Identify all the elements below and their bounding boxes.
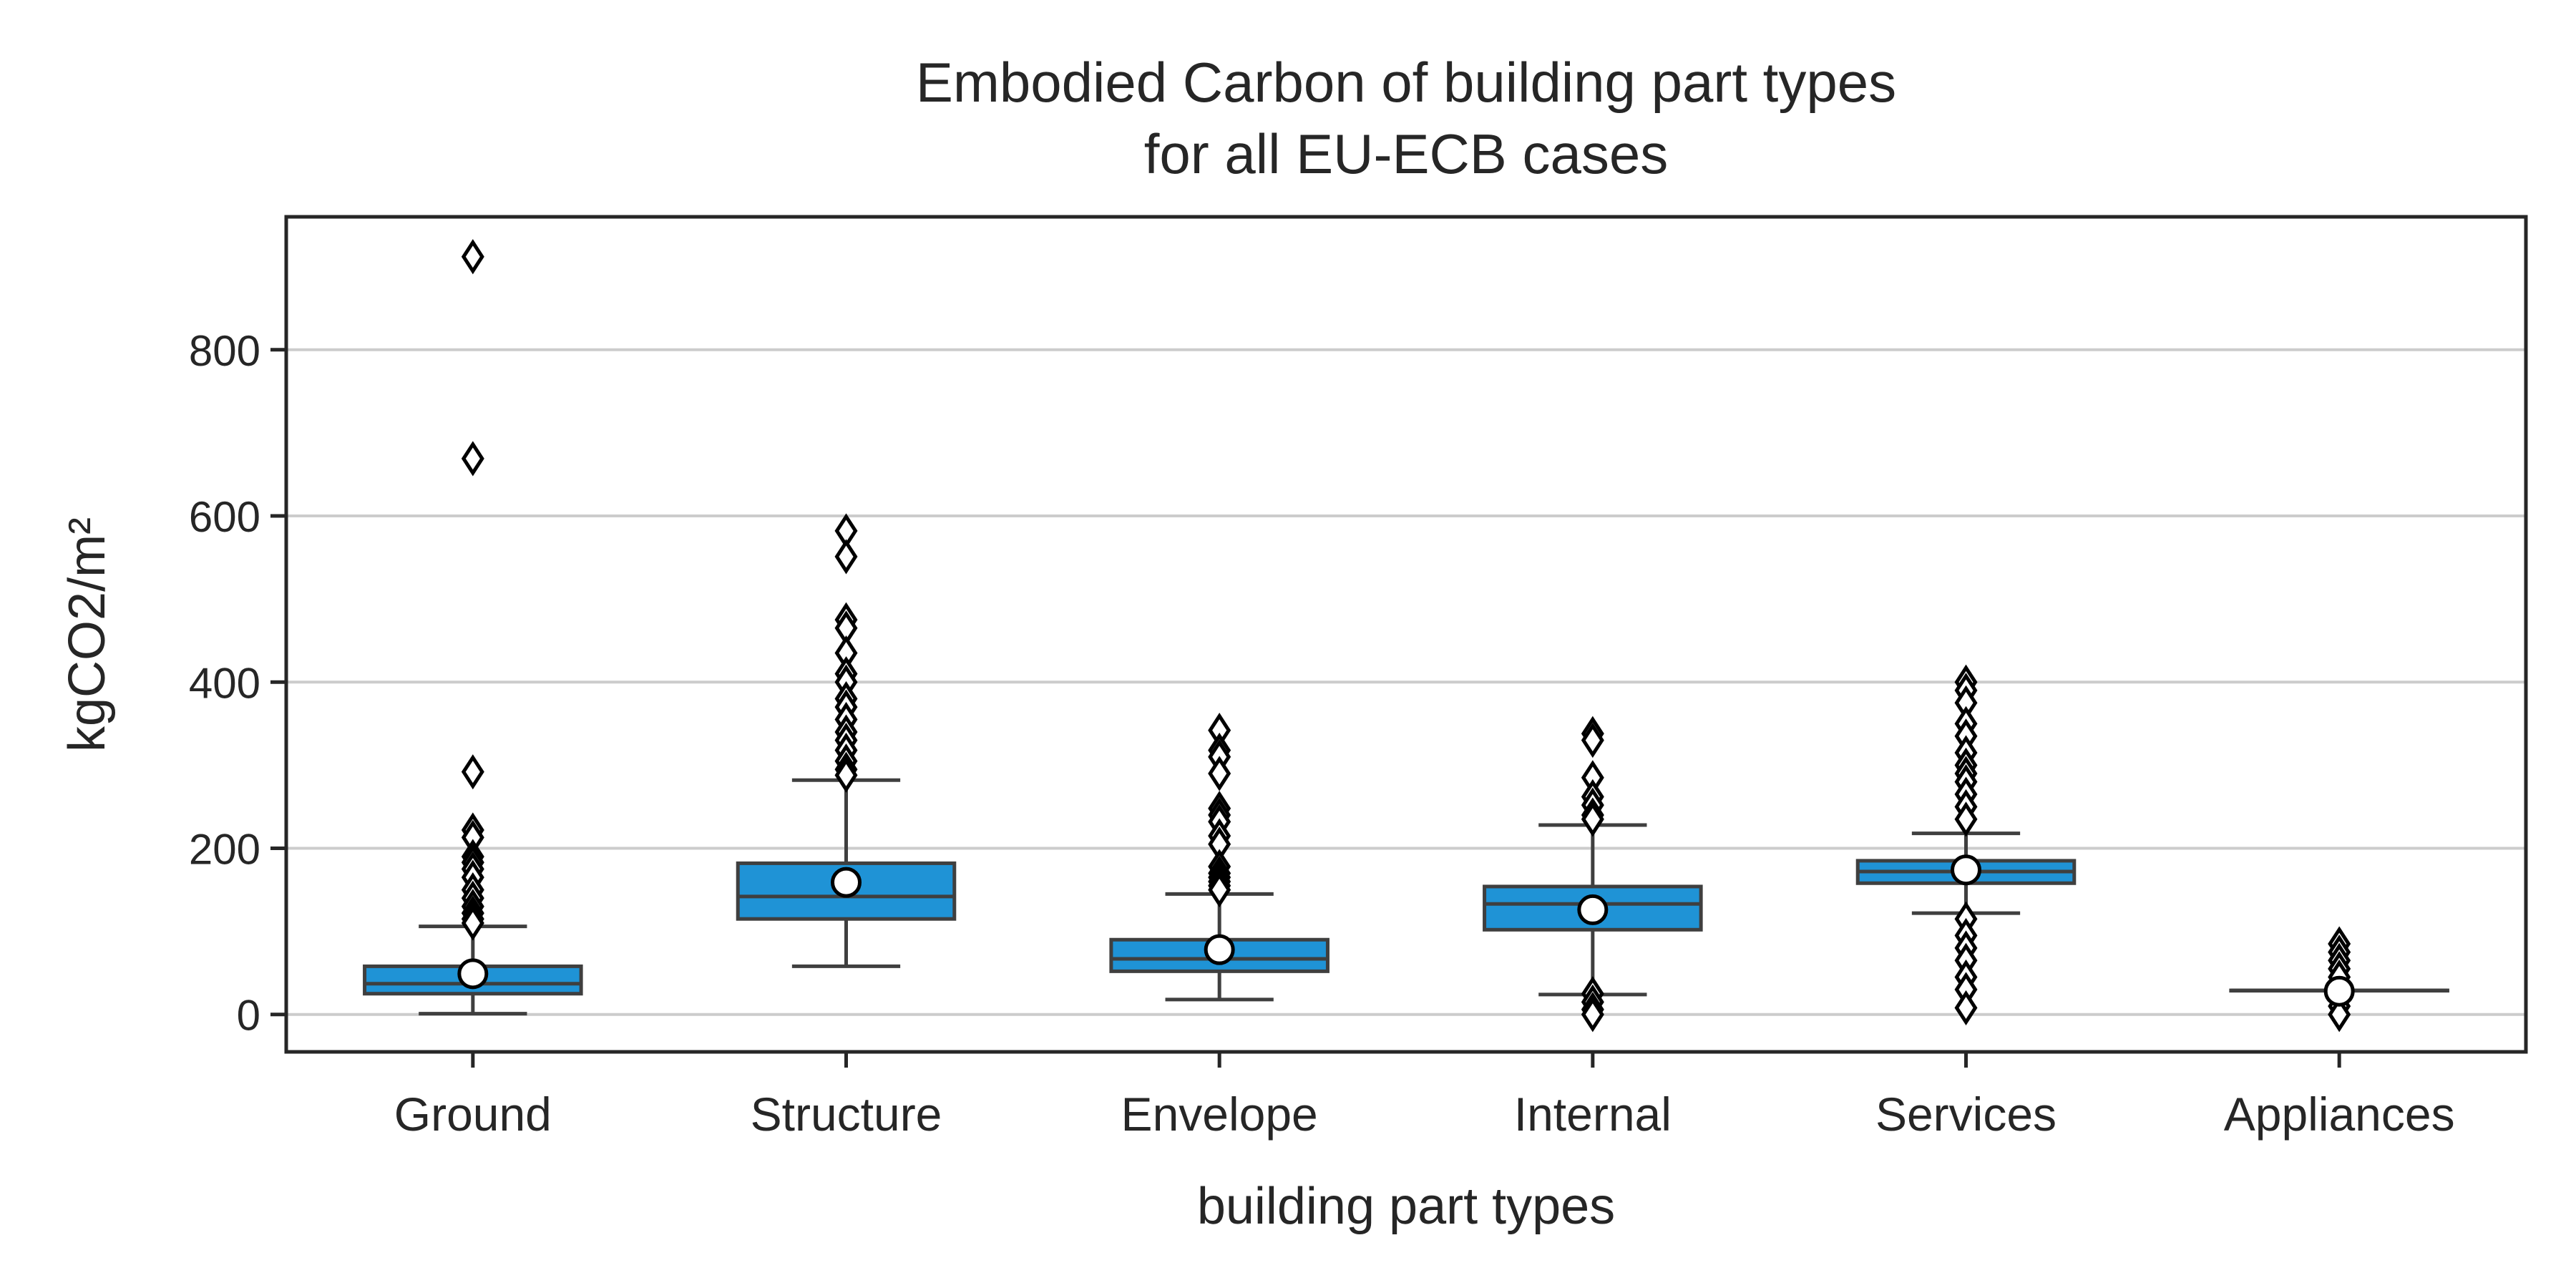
outlier-point xyxy=(1208,756,1231,791)
axis-layer: 0 200 400 600 800 Ground Structure Envelope Inte… xyxy=(189,327,2455,1141)
x-tick-label: Ground xyxy=(394,1088,552,1141)
box-layer xyxy=(363,239,2449,1033)
outlier-point xyxy=(1581,801,1604,837)
box-ground xyxy=(363,239,583,1016)
x-tick-label: Envelope xyxy=(1121,1088,1318,1141)
outlier-point xyxy=(461,754,484,790)
outlier-point xyxy=(1954,990,1978,1026)
outlier-point xyxy=(461,905,484,941)
y-tick-label: 0 xyxy=(237,992,260,1040)
plot-frame xyxy=(284,215,2528,1054)
outlier-point xyxy=(2328,997,2351,1033)
x-tick-label: Internal xyxy=(1514,1088,1672,1141)
mean-marker xyxy=(831,867,862,898)
outlier-point xyxy=(834,539,858,575)
y-tick-label: 600 xyxy=(189,493,260,541)
y-tick-label: 200 xyxy=(189,826,260,874)
x-tick-label: Services xyxy=(1875,1088,2057,1141)
x-tick-label: Appliances xyxy=(2224,1088,2455,1141)
mean-marker xyxy=(2323,975,2355,1007)
mean-marker xyxy=(1577,894,1609,925)
outlier-point xyxy=(1954,801,1978,837)
outlier-point xyxy=(834,757,858,793)
mean-marker xyxy=(457,958,489,990)
mean-marker xyxy=(1951,854,1981,886)
outlier-point xyxy=(1208,872,1231,908)
chart-subtitle: for all EU-ECB cases xyxy=(1144,122,1669,185)
outlier-point xyxy=(461,239,484,275)
box-structure xyxy=(736,513,957,968)
y-tick-label: 800 xyxy=(189,327,260,375)
outlier-point xyxy=(461,441,484,477)
y-axis-label: kgCO2/m² xyxy=(59,517,116,752)
x-axis-label: building part types xyxy=(1197,1178,1615,1235)
outlier-point xyxy=(1581,722,1604,758)
chart-title: Embodied Carbon of building part types xyxy=(916,51,1896,114)
mean-marker xyxy=(1204,934,1235,965)
box-appliances xyxy=(2229,926,2449,1033)
grid-layer xyxy=(286,348,2526,1016)
box-internal xyxy=(1483,716,1703,1033)
box-envelope xyxy=(1109,713,1330,1002)
box-services xyxy=(1855,664,2077,1026)
y-tick-label: 400 xyxy=(189,659,260,707)
outlier-point xyxy=(1581,997,1604,1033)
x-tick-label: Structure xyxy=(751,1088,942,1141)
